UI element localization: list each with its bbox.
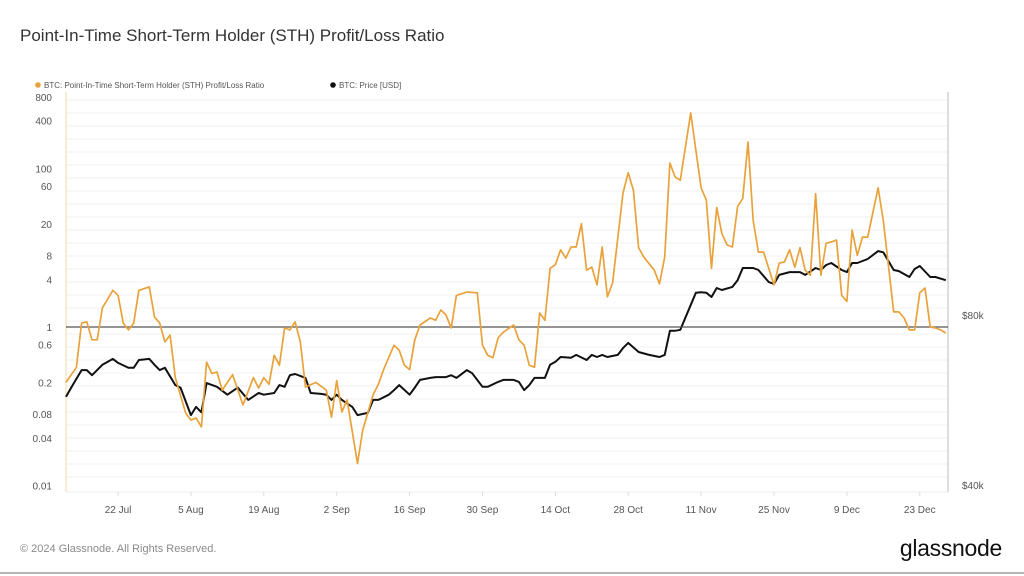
x-tick-label: 14 Oct (541, 505, 571, 516)
bottom-divider (0, 572, 1024, 574)
x-tick-label: 16 Sep (394, 505, 426, 516)
left-y-tick-label: 4 (46, 275, 52, 286)
left-y-axis-ticks: 800 400 100 60 20 8 4 1 0.6 0.2 0.08 0.04 0.01 (33, 93, 53, 493)
x-tick-label: 2 Sep (324, 505, 351, 516)
x-tick-label: 11 Nov (686, 505, 717, 516)
right-y-axis-ticks: $80k $40k (962, 311, 985, 492)
legend: BTC: Point-In-Time Short-Term Holder (ST… (35, 81, 401, 90)
x-tick-label: 30 Sep (467, 505, 499, 516)
x-tick-label: 9 Dec (834, 505, 860, 516)
left-y-tick-label: 0.6 (38, 341, 52, 352)
x-tick-label: 22 Jul (105, 505, 132, 516)
left-y-tick-label: 0.08 (33, 410, 53, 421)
copyright-footer: © 2024 Glassnode. All Rights Reserved. (20, 543, 217, 555)
legend-price-label[interactable]: BTC: Price [USD] (339, 81, 401, 90)
left-y-tick-label: 0.04 (33, 434, 53, 445)
glassnode-logo[interactable]: glassnode (899, 535, 1002, 561)
left-y-tick-label: 20 (41, 220, 53, 231)
left-y-tick-label: 0.01 (33, 482, 53, 493)
legend-price-marker (330, 82, 336, 88)
price-series-line (65, 250, 947, 417)
left-y-tick-label: 400 (35, 117, 52, 128)
left-y-tick-label: 100 (35, 164, 52, 175)
legend-ratio-marker (35, 82, 41, 88)
ratio-series-line (65, 112, 947, 465)
left-y-tick-label: 8 (46, 251, 52, 262)
x-tick-label: 5 Aug (178, 505, 204, 516)
x-axis-ticks: 22 Jul 5 Aug 19 Aug 2 Sep 16 Sep 30 Sep 14 Oct… (105, 492, 936, 516)
left-y-tick-label: 800 (35, 93, 52, 104)
legend-ratio-label[interactable]: BTC: Point-In-Time Short-Term Holder (ST… (44, 81, 265, 90)
x-tick-label: 28 Oct (614, 505, 644, 516)
chart-title: Point-In-Time Short-Term Holder (STH) Pr… (20, 26, 445, 45)
x-tick-label: 23 Dec (904, 505, 936, 516)
right-y-tick-label: $80k (962, 311, 985, 322)
left-y-tick-label: 0.2 (38, 378, 52, 389)
x-tick-label: 19 Aug (248, 505, 279, 516)
left-y-tick-label: 1 (46, 323, 52, 334)
left-y-tick-label: 60 (41, 182, 53, 193)
right-y-tick-label: $40k (962, 481, 985, 492)
x-tick-label: 25 Nov (758, 505, 790, 516)
